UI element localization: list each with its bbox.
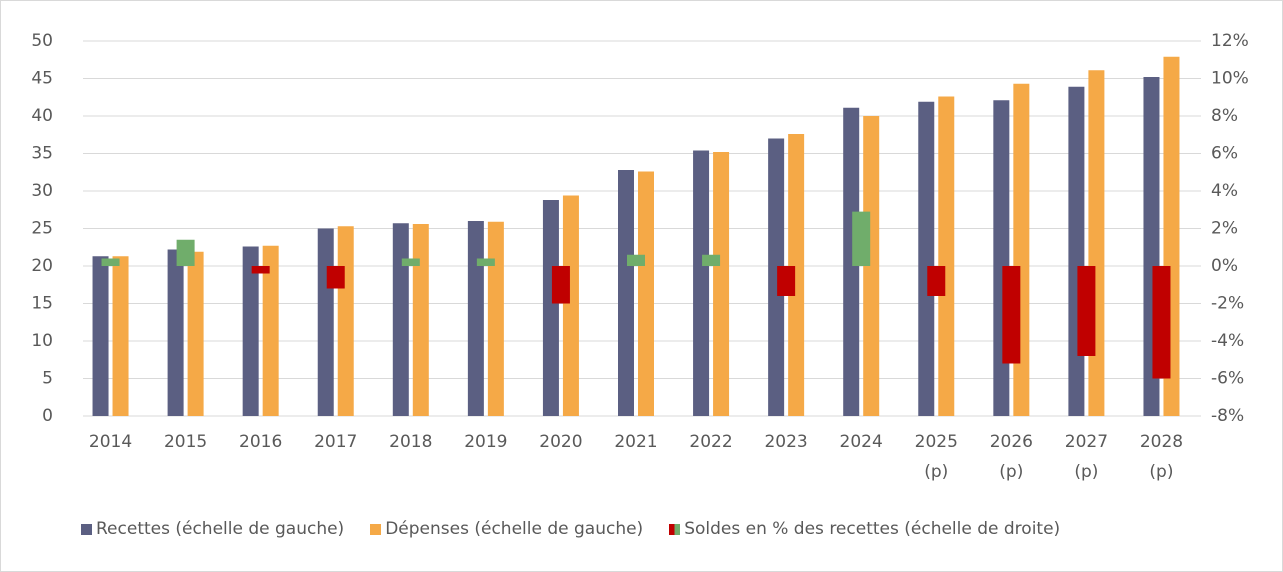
y2-tick-label: -8%: [1211, 406, 1244, 426]
bar: [167, 249, 184, 416]
x-tick-label: 2025 (p): [914, 432, 958, 482]
legend-label: Dépenses (échelle de gauche): [385, 519, 644, 539]
balance-bar: [1002, 266, 1021, 364]
bar: [863, 116, 880, 416]
bar: [542, 200, 559, 416]
legend-item: Soldes en % des recettes (échelle de dro…: [669, 519, 1060, 539]
x-tick-label: 2028 (p): [1139, 432, 1184, 482]
bar: [788, 134, 805, 416]
y-tick-label: 15: [31, 294, 53, 314]
y2-tick-label: 0%: [1211, 256, 1238, 276]
y-tick-label: 45: [31, 69, 53, 89]
x-tick-label: 2021: [614, 432, 658, 452]
bar: [242, 246, 259, 416]
bar: [618, 170, 634, 416]
y2-tick-label: 4%: [1211, 181, 1238, 201]
y-tick-label: 0: [42, 406, 53, 426]
bar: [187, 251, 204, 416]
bar: [1068, 86, 1085, 416]
legend-swatch: [669, 523, 681, 535]
balance-bar: [777, 266, 796, 296]
bar: [337, 226, 354, 416]
balance-bar: [1077, 266, 1096, 356]
bar: [412, 224, 429, 416]
x-tick-label: 2014: [88, 432, 133, 452]
y2-tick-label: 2%: [1211, 219, 1238, 239]
x-tick-label: 2024: [839, 432, 883, 452]
balance-bar: [927, 266, 946, 296]
y2-tick-label: 6%: [1211, 144, 1238, 164]
bar: [993, 100, 1010, 416]
x-tick-label: 2018: [389, 432, 433, 452]
y2-tick-label: 12%: [1211, 31, 1249, 51]
bar: [1013, 83, 1030, 416]
bar: [693, 150, 710, 416]
y2-tick-label: -6%: [1211, 369, 1244, 389]
x-tick-label: 2016: [239, 432, 283, 452]
balance-bar: [627, 254, 645, 266]
balance-bar: [852, 211, 871, 266]
y-tick-label: 25: [31, 219, 53, 239]
bar: [918, 101, 935, 416]
bar: [638, 171, 654, 416]
bar: [92, 256, 109, 416]
x-tick-label: 2023: [764, 432, 808, 452]
balance-bar: [176, 239, 195, 266]
bar: [317, 228, 334, 416]
bar: [1088, 70, 1105, 416]
y2-tick-label: -2%: [1211, 294, 1244, 314]
bar: [262, 245, 279, 416]
x-tick-label: 2020: [539, 432, 583, 452]
y-tick-label: 35: [31, 144, 53, 164]
bar: [713, 152, 730, 416]
legend: Recettes (échelle de gauche) Dépenses (éc…: [81, 519, 1060, 539]
balance-bar: [1152, 266, 1171, 379]
balance-bar: [702, 254, 721, 266]
bar: [467, 221, 484, 416]
legend-item: Dépenses (échelle de gauche): [370, 519, 643, 539]
bar: [938, 96, 955, 416]
balance-bar: [251, 266, 270, 274]
balance-bar: [101, 258, 120, 266]
y2-tick-label: 10%: [1211, 69, 1249, 89]
y-tick-label: 20: [31, 256, 53, 276]
legend-label: Soldes en % des recettes (échelle de dro…: [684, 519, 1061, 539]
balance-bar: [551, 266, 570, 304]
legend-item: Recettes (échelle de gauche): [81, 519, 344, 539]
y-tick-label: 5: [42, 369, 53, 389]
y-tick-label: 30: [31, 181, 53, 201]
y-tick-label: 10: [31, 331, 53, 351]
legend-label: Recettes (échelle de gauche): [96, 519, 345, 539]
x-tick-label: 2022: [689, 432, 733, 452]
y-tick-label: 40: [31, 106, 53, 126]
balance-bar: [326, 266, 345, 289]
y-tick-label: 50: [31, 31, 53, 51]
balance-bar: [476, 258, 495, 266]
x-tick-label: 2019: [464, 432, 508, 452]
x-tick-label: 2015: [163, 432, 208, 452]
x-tick-label: 2026 (p): [989, 432, 1033, 482]
bar: [768, 138, 785, 416]
bar: [562, 195, 579, 416]
bar: [112, 256, 129, 416]
x-tick-label: 2027 (p): [1064, 432, 1109, 482]
balance-bar: [401, 258, 420, 266]
legend-swatch: [370, 523, 382, 535]
y2-tick-label: -4%: [1211, 331, 1244, 351]
bar: [487, 221, 504, 416]
bar: [392, 223, 409, 416]
x-tick-label: 2017: [314, 432, 358, 452]
bar: [843, 107, 860, 416]
y2-tick-label: 8%: [1211, 106, 1238, 126]
legend-swatch: [81, 523, 92, 535]
